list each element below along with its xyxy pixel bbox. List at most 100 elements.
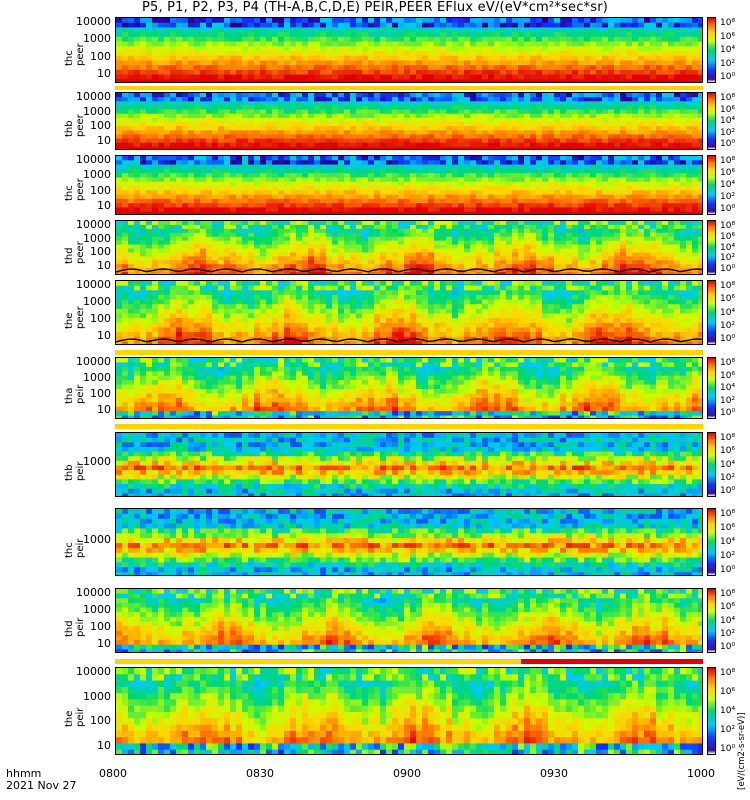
heatmap-cell <box>176 122 183 127</box>
heatmap-cell <box>518 32 525 38</box>
heatmap-cell <box>284 65 291 71</box>
heatmap-cell <box>410 224 417 230</box>
heatmap-cell <box>290 240 297 246</box>
heatmap-cell <box>656 105 663 111</box>
heatmap-cell <box>428 60 435 66</box>
heatmap-cell <box>152 244 159 250</box>
heatmap-cell <box>158 69 165 76</box>
heatmap-cell <box>236 186 243 191</box>
heatmap-cell <box>404 27 411 33</box>
heatmap-cell <box>398 207 405 213</box>
heatmap-cell <box>284 252 291 257</box>
heatmap-cell <box>464 101 471 107</box>
heatmap-cell <box>644 168 651 174</box>
heatmap-cell <box>548 156 555 161</box>
heatmap-cell <box>248 55 255 62</box>
heatmap-cell <box>146 190 153 196</box>
heatmap-cell <box>386 190 393 196</box>
heatmap-cell <box>674 164 681 170</box>
heatmap-cell <box>572 160 579 166</box>
heatmap-cell <box>674 97 681 102</box>
heatmap-cell <box>212 198 219 204</box>
heatmap-cell <box>308 198 315 204</box>
heatmap-cell <box>554 18 561 24</box>
heatmap-cell <box>362 221 369 226</box>
heatmap-cell <box>668 156 675 161</box>
heatmap-cell <box>200 228 207 234</box>
heatmap-cell <box>428 224 435 230</box>
heatmap-cell <box>170 224 177 230</box>
heatmap-cell <box>146 122 153 127</box>
heatmap-cell <box>458 126 465 131</box>
heatmap-cell <box>182 105 189 111</box>
heatmap-cell <box>128 27 135 33</box>
heatmap-cell <box>404 156 411 161</box>
heatmap-cell <box>518 60 525 66</box>
heatmap-cell <box>164 138 171 144</box>
heatmap-cell <box>428 252 435 257</box>
heatmap-cell <box>386 101 393 107</box>
heatmap-cell <box>500 105 507 111</box>
heatmap-cell <box>284 240 291 246</box>
heatmap-cell <box>242 264 249 269</box>
heatmap-cell <box>302 69 309 76</box>
heatmap-cell <box>548 105 555 111</box>
heatmap-cell <box>278 228 285 234</box>
heatmap-cell <box>398 190 405 196</box>
heatmap-cell <box>392 46 399 52</box>
heatmap-cell <box>428 130 435 136</box>
heatmap-cell <box>302 207 309 213</box>
heatmap-cell <box>284 101 291 107</box>
heatmap-cell <box>170 207 177 213</box>
heatmap-cell <box>128 46 135 52</box>
heatmap-cell <box>356 211 363 214</box>
heatmap-cell <box>350 74 357 80</box>
heatmap-cell <box>164 221 171 226</box>
heatmap-cell <box>374 236 381 242</box>
heatmap-cell <box>248 211 255 214</box>
heatmap-cell <box>440 207 447 213</box>
heatmap-cell <box>290 105 297 111</box>
heatmap-cell <box>296 74 303 80</box>
heatmap-cell <box>356 224 363 230</box>
heatmap-cell <box>494 130 501 136</box>
heatmap-cell <box>494 46 501 52</box>
heatmap-cell <box>458 74 465 80</box>
heatmap-cell <box>272 232 279 238</box>
heatmap-cell <box>212 65 219 71</box>
heatmap-cell <box>452 236 459 242</box>
heatmap-cell <box>404 105 411 111</box>
heatmap-cell <box>350 207 357 213</box>
heatmap-cell <box>584 109 591 115</box>
heatmap-cell <box>452 41 459 47</box>
heatmap-cell <box>512 109 519 115</box>
heatmap-cell <box>434 27 441 33</box>
heatmap-cell <box>116 181 123 187</box>
heatmap-cell <box>458 101 465 107</box>
heatmap-cell <box>200 32 207 38</box>
heatmap-cell <box>290 93 297 98</box>
heatmap-cell <box>128 105 135 111</box>
heatmap-cell <box>608 60 615 66</box>
heatmap-cell <box>164 79 171 82</box>
heatmap-cell <box>686 55 693 62</box>
heatmap-cell <box>158 232 165 238</box>
heatmap-cell <box>512 46 519 52</box>
heatmap-cell <box>464 105 471 111</box>
heatmap-cell <box>530 156 537 161</box>
heatmap-cell <box>656 160 663 166</box>
heatmap-cell <box>680 18 687 24</box>
heatmap-cell <box>158 36 165 43</box>
heatmap-cell <box>452 93 459 98</box>
heatmap-cell <box>134 194 141 200</box>
heatmap-cell <box>644 194 651 200</box>
heatmap-cell <box>644 198 651 204</box>
heatmap-cell <box>686 27 693 33</box>
heatmap-cell <box>620 32 627 38</box>
heatmap-cell <box>362 41 369 47</box>
heatmap-cell <box>314 207 321 213</box>
heatmap-cell <box>158 109 165 115</box>
heatmap-cell <box>398 203 405 209</box>
heatmap-cell <box>290 244 297 250</box>
heatmap-cell <box>122 244 129 250</box>
